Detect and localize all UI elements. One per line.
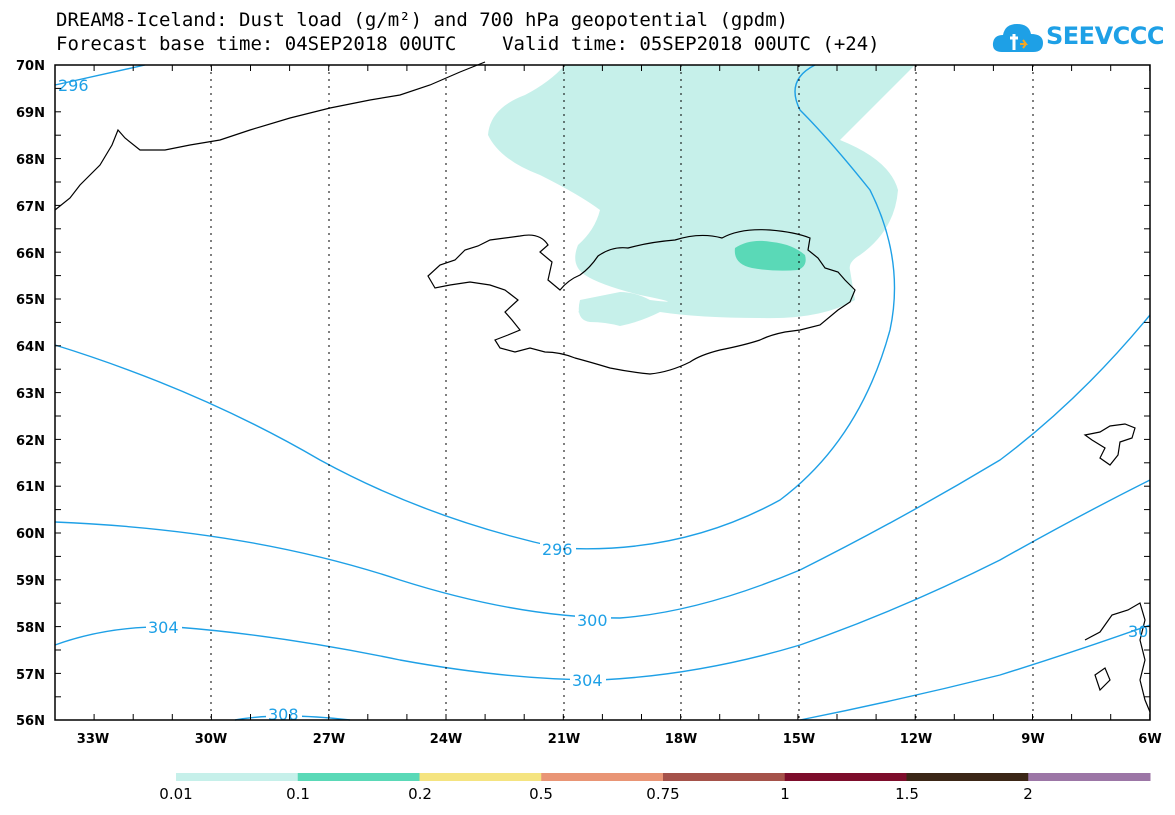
lon-label: 12W xyxy=(900,732,932,747)
colorbar-label: 2 xyxy=(1023,785,1033,803)
contour-label: 304 xyxy=(572,671,603,690)
contour-296 xyxy=(54,64,896,550)
latitude-labels: 70N 69N 68N 67N 66N 65N 64N 63N 62N 61N … xyxy=(16,59,45,729)
scotland-coast xyxy=(1084,602,1151,713)
contour-label: 296 xyxy=(58,76,89,95)
dust-area-medium xyxy=(734,240,806,271)
colorbar-segment xyxy=(297,773,420,781)
seevccc-logo: SEEVCCC xyxy=(990,18,1165,58)
contour-label: 296 xyxy=(542,540,573,559)
lat-label: 61N xyxy=(16,480,45,495)
lat-label: 66N xyxy=(16,247,45,262)
axis-ticks xyxy=(54,64,1151,720)
lat-label: 57N xyxy=(16,668,45,683)
colorbar-segment xyxy=(419,773,542,781)
contour-300 xyxy=(54,314,1151,619)
colorbar-label: 0.01 xyxy=(159,785,193,803)
colorbar xyxy=(176,773,1151,781)
colorbar-segment xyxy=(663,773,786,781)
lon-label: 27W xyxy=(313,732,345,747)
lat-label: 58N xyxy=(16,621,45,636)
colorbar-segment xyxy=(906,773,1029,781)
forecast-time-line: Forecast base time: 04SEP2018 00UTC Vali… xyxy=(56,33,880,55)
lat-label: 63N xyxy=(16,387,45,402)
colorbar-segment xyxy=(784,773,907,781)
dust-area-light-south xyxy=(578,297,637,321)
colorbar-label: 1 xyxy=(780,785,790,803)
lon-label: 30W xyxy=(195,732,227,747)
colorbar-label: 1.5 xyxy=(895,785,919,803)
colorbar-label: 0.5 xyxy=(529,785,553,803)
colorbar-label: 0.1 xyxy=(286,785,310,803)
iceland-coast xyxy=(427,229,856,375)
lon-label: 6W xyxy=(1138,732,1161,747)
lon-label: 18W xyxy=(665,732,697,747)
faroe-coast xyxy=(1083,423,1136,466)
lon-label: 24W xyxy=(430,732,462,747)
lat-label: 60N xyxy=(16,527,45,542)
cloud-icon xyxy=(992,24,1043,52)
colorbar-segment xyxy=(1028,773,1151,781)
colorbar-segment xyxy=(541,773,664,781)
dust-area-light xyxy=(488,65,915,326)
lat-label: 56N xyxy=(16,714,45,729)
lat-label: 69N xyxy=(16,106,45,121)
contour-labels: 296 296 300 304 304 308 30 xyxy=(58,76,1148,724)
contour-northwest xyxy=(54,64,146,86)
lat-label: 62N xyxy=(16,434,45,449)
contour-label: 300 xyxy=(577,611,608,630)
colorbar-label: 0.75 xyxy=(646,785,680,803)
colorbar-label: 0.2 xyxy=(408,785,432,803)
colorbar-segment xyxy=(176,773,299,781)
contour-label: 304 xyxy=(148,618,179,637)
lat-label: 70N xyxy=(16,59,45,74)
lat-label: 59N xyxy=(16,574,45,589)
lon-label: 33W xyxy=(77,732,109,747)
lon-label: 15W xyxy=(783,732,815,747)
lon-label: 21W xyxy=(548,732,580,747)
lat-label: 64N xyxy=(16,340,45,355)
contour-label: 308 xyxy=(268,705,299,724)
map-title: DREAM8-Iceland: Dust load (g/m²) and 700… xyxy=(56,9,789,31)
contour-304 xyxy=(54,479,1151,681)
greenland-coast xyxy=(54,61,486,211)
lat-label: 68N xyxy=(16,153,45,168)
coastlines xyxy=(54,61,1151,713)
contour-southeast xyxy=(799,624,1151,721)
longitude-labels: 33W 30W 27W 24W 21W 18W 15W 12W 9W 6W xyxy=(77,732,1162,747)
contour-label: 30 xyxy=(1128,622,1148,641)
lat-label: 67N xyxy=(16,200,45,215)
lat-label: 65N xyxy=(16,293,45,308)
logo-text: SEEVCCC xyxy=(1046,22,1165,50)
lon-label: 9W xyxy=(1021,732,1044,747)
